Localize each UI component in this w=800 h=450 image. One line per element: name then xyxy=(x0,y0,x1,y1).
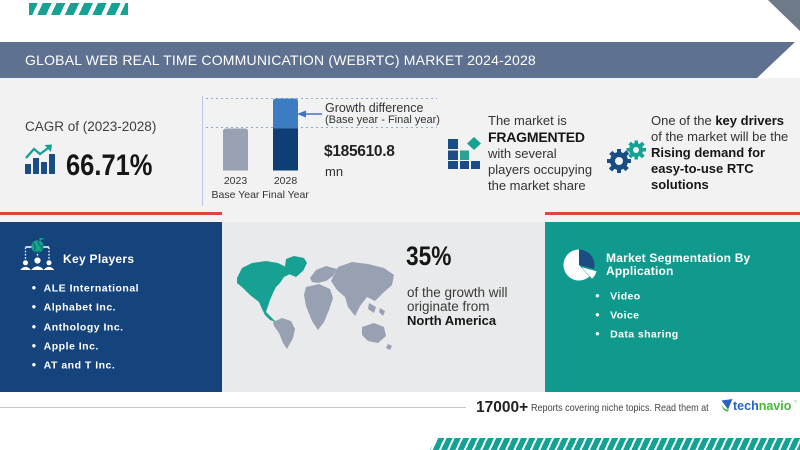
svg-text:technavio: technavio xyxy=(733,399,792,413)
svg-text:TM: TM xyxy=(794,399,797,404)
